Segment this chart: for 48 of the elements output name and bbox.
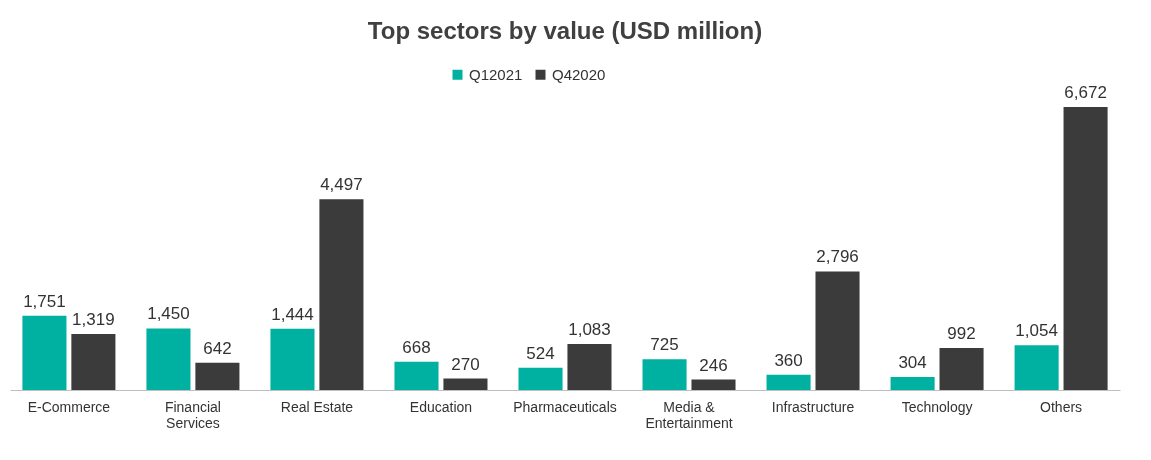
- data-label: 1,054: [1015, 321, 1058, 341]
- bar: [146, 328, 191, 390]
- x-tick-label: Infrastructure: [771, 398, 855, 415]
- data-label: 642: [203, 338, 232, 358]
- data-label: 1,444: [271, 304, 314, 324]
- bar: [22, 315, 67, 390]
- x-tick-label: Education: [409, 398, 473, 415]
- bar: [518, 367, 563, 390]
- x-tick-label: Technology: [901, 398, 973, 415]
- legend-label: Q12021: [469, 65, 523, 83]
- legend-label: Q42020: [552, 65, 606, 83]
- data-label: 4,497: [320, 175, 363, 195]
- bar: [766, 374, 811, 390]
- data-label: 360: [774, 350, 803, 370]
- data-label: 246: [699, 355, 728, 375]
- x-tick-label: Others: [1040, 398, 1083, 415]
- data-label: 1,450: [147, 304, 190, 324]
- bar: [890, 377, 935, 390]
- bar: [939, 347, 984, 390]
- data-label: 1,319: [72, 310, 115, 330]
- bar: [815, 271, 860, 390]
- bar: [319, 199, 364, 390]
- x-tick-label: Pharmaceuticals: [513, 398, 617, 415]
- bar: [394, 361, 439, 390]
- data-label: 668: [402, 337, 431, 357]
- data-label: 6,672: [1064, 83, 1107, 102]
- x-tick-label: E-Commerce: [27, 398, 111, 415]
- x-tick-label: Real Estate: [280, 398, 354, 415]
- data-label: 1,083: [568, 320, 611, 340]
- x-tick-label: Financial Services: [164, 398, 221, 431]
- data-label: 304: [898, 353, 927, 373]
- data-label: 270: [451, 354, 480, 374]
- bar: [195, 362, 240, 390]
- data-label: 725: [650, 335, 679, 355]
- bar: [691, 379, 736, 390]
- data-label: 1,751: [23, 291, 66, 311]
- bar: [270, 328, 315, 390]
- bar: [71, 334, 116, 390]
- bar: [1014, 345, 1059, 390]
- chart-title: Top sectors by value (USD million): [367, 17, 763, 44]
- data-label: 524: [526, 343, 555, 363]
- x-tick-label: Media & Entertainment: [645, 398, 733, 431]
- bar: [642, 359, 687, 390]
- data-label: 2,796: [816, 247, 859, 267]
- data-label: 992: [947, 323, 976, 343]
- bar: [567, 344, 612, 390]
- bar: [1063, 107, 1108, 390]
- bar: [443, 378, 488, 390]
